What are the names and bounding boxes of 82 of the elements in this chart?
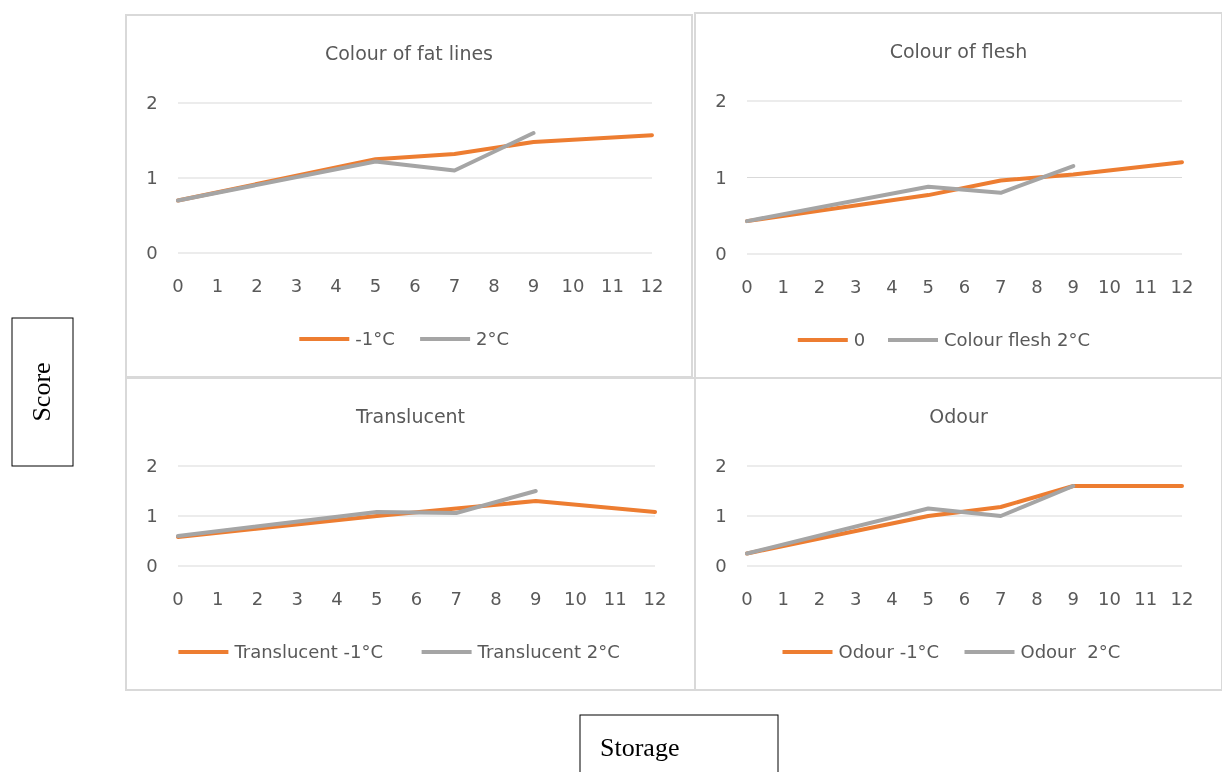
legend-label: Odour 2°C [1020, 641, 1121, 662]
line-series [176, 131, 536, 203]
chart-title: Odour [929, 405, 988, 427]
legend-label: -1°C [355, 328, 395, 349]
x-tick-label: 9 [527, 275, 540, 296]
x-tick-label: 8 [1031, 276, 1043, 297]
x-tick-label: 10 [561, 275, 585, 296]
x-tick-label: 7 [450, 588, 462, 609]
x-tick-label: 0 [172, 275, 184, 296]
line-series [745, 164, 1076, 224]
x-tick-label: 0 [172, 588, 184, 609]
x-tick-label: 9 [530, 588, 542, 609]
legend-label: Odour -1°C [838, 641, 940, 662]
y-tick-label: 1 [146, 167, 158, 188]
x-tick-label: 10 [1098, 276, 1121, 297]
x-tick-label: 9 [1067, 588, 1079, 609]
x-tick-label: 4 [331, 588, 343, 609]
x-tick-label: 1 [777, 276, 789, 297]
y-tick-label: 1 [715, 505, 727, 526]
x-tick-label: 12 [643, 588, 667, 609]
y-tick-label: 0 [146, 555, 158, 576]
line-series [176, 489, 538, 538]
legend-label: 2°C [476, 328, 510, 349]
y-tick-label: 2 [715, 455, 727, 476]
x-tick-label: 9 [1067, 276, 1079, 297]
x-tick-label: 11 [1134, 276, 1158, 297]
x-tick-label: 8 [490, 588, 502, 609]
x-tick-label: 5 [371, 588, 383, 609]
x-tick-label: 10 [1098, 588, 1121, 609]
x-tick-label: 1 [211, 275, 224, 296]
x-tick-label: 3 [290, 275, 303, 296]
x-tick-label: 11 [603, 588, 627, 609]
x-tick-label: 2 [813, 276, 826, 297]
y-tick-label: 1 [146, 505, 158, 526]
y-axis-title: Score [27, 362, 56, 422]
x-tick-label: 4 [886, 276, 898, 297]
x-tick-label: 6 [958, 588, 971, 609]
legend-label: Colour flesh 2°C [944, 329, 1091, 350]
x-tick-label: 4 [330, 275, 342, 296]
y-tick-label: 2 [715, 90, 727, 111]
x-tick-label: 7 [995, 588, 1007, 609]
x-tick-label: 3 [850, 588, 862, 609]
y-tick-label: 2 [146, 455, 158, 476]
x-tick-label: 11 [601, 275, 624, 296]
x-tick-label: 5 [922, 588, 934, 609]
y-tick-label: 1 [715, 166, 727, 188]
x-tick-label: 7 [448, 275, 461, 296]
x-tick-label: 12 [1170, 276, 1194, 297]
x-tick-label: 0 [741, 276, 753, 297]
x-tick-label: 1 [777, 588, 789, 609]
x-tick-label: 3 [291, 588, 303, 609]
x-tick-label: 2 [813, 588, 826, 609]
legend-label: 0 [853, 329, 866, 350]
y-tick-label: 0 [146, 242, 158, 263]
x-tick-label: 8 [488, 275, 500, 296]
x-tick-label: 6 [410, 588, 423, 609]
x-tick-label: 6 [958, 276, 971, 297]
x-tick-label: 11 [1134, 588, 1158, 609]
x-axis-title: Storage [600, 733, 680, 762]
x-tick-label: 2 [251, 275, 263, 296]
x-tick-label: 1 [212, 588, 224, 609]
legend-label: Translucent -1°C [233, 641, 384, 662]
x-tick-label: 12 [640, 275, 664, 296]
x-tick-label: 6 [409, 275, 421, 296]
y-tick-label: 0 [715, 555, 727, 576]
line-series [745, 484, 1076, 556]
x-tick-label: 2 [251, 588, 264, 609]
legend-label: Translucent 2°C [476, 641, 620, 662]
chart-title: Colour of fat lines [324, 42, 494, 64]
x-tick-label: 12 [1170, 588, 1194, 609]
chart-title: Translucent [354, 405, 466, 427]
chart-title: Colour of flesh [889, 40, 1028, 62]
y-tick-label: 2 [146, 92, 158, 113]
x-tick-label: 4 [886, 588, 898, 609]
x-tick-label: 5 [369, 275, 382, 296]
x-tick-label: 5 [922, 276, 934, 297]
x-tick-label: 7 [995, 276, 1007, 297]
x-tick-label: 0 [741, 588, 753, 609]
y-tick-label: 0 [715, 243, 727, 264]
x-tick-label: 8 [1031, 588, 1043, 609]
x-tick-label: 10 [564, 588, 587, 609]
x-tick-label: 3 [850, 276, 862, 297]
